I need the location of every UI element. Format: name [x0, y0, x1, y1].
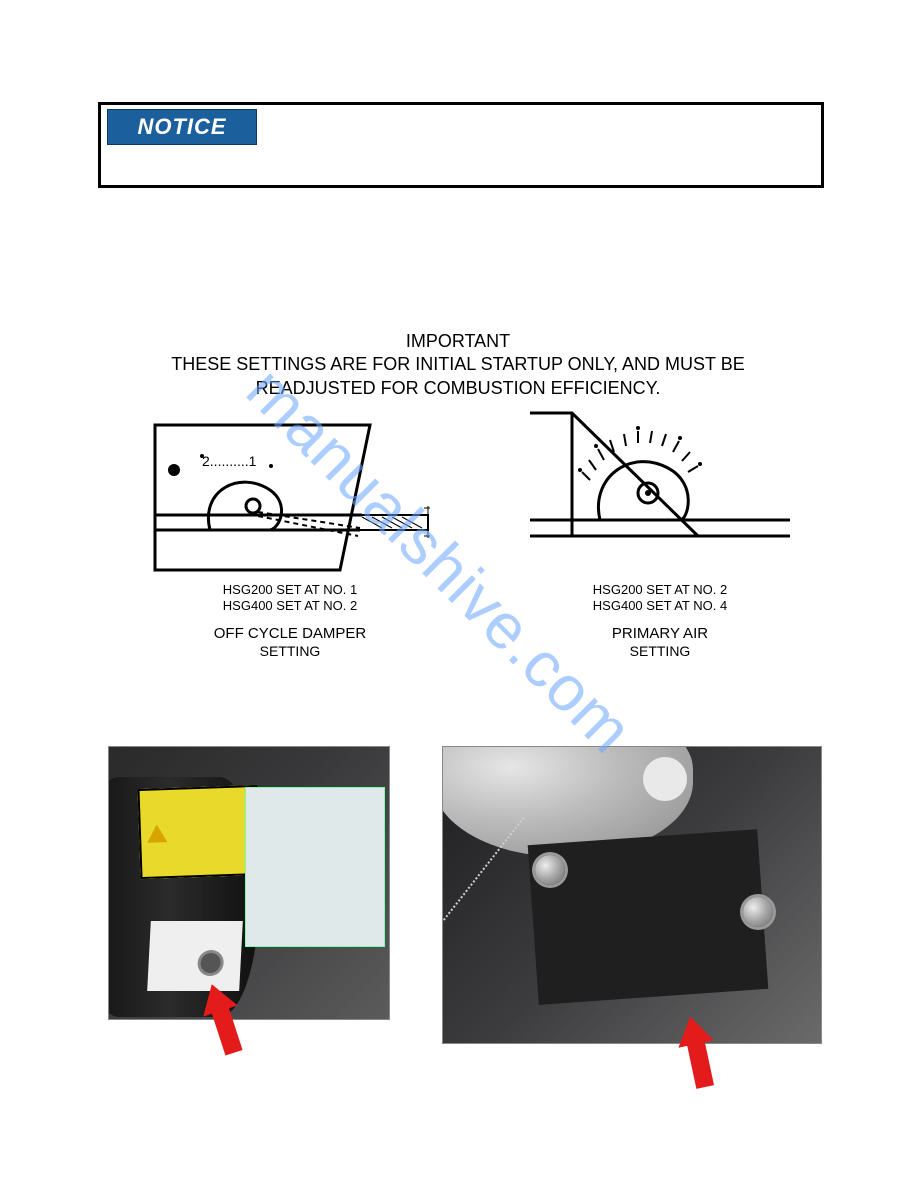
bolt-icon [743, 897, 773, 927]
right-title-line-1: PRIMARY AIR [540, 625, 780, 644]
important-line-2: READJUSTED FOR COMBUSTION EFFICIENCY. [98, 377, 818, 400]
left-set-line-1: HSG200 SET AT NO. 1 [170, 582, 410, 598]
right-title-line-2: SETTING [540, 643, 780, 661]
right-set-line-1: HSG200 SET AT NO. 2 [540, 582, 780, 598]
right-set-line-2: HSG400 SET AT NO. 4 [540, 598, 780, 614]
primary-air-diagram [530, 408, 790, 608]
important-line-1: THESE SETTINGS ARE FOR INITIAL STARTUP O… [98, 353, 818, 376]
rating-sticker [245, 787, 385, 947]
notice-callout-box: NOTICE [98, 102, 824, 188]
document-page: NOTICE IMPORTANT THESE SETTINGS ARE FOR … [0, 0, 918, 1188]
damper-marks-label: 2..........1 [202, 453, 257, 469]
left-photo [108, 746, 390, 1020]
ceramic-knob [643, 757, 687, 801]
left-title-line-2: SETTING [170, 643, 410, 661]
warning-label [137, 785, 260, 879]
right-photo [442, 746, 822, 1044]
important-title: IMPORTANT [98, 330, 818, 353]
right-diagram-caption: HSG200 SET AT NO. 2 HSG400 SET AT NO. 4 … [540, 582, 780, 661]
left-diagram-caption: HSG200 SET AT NO. 1 HSG400 SET AT NO. 2 … [170, 582, 410, 661]
left-set-line-2: HSG400 SET AT NO. 2 [170, 598, 410, 614]
important-text-block: IMPORTANT THESE SETTINGS ARE FOR INITIAL… [98, 330, 818, 400]
left-title-line-1: OFF CYCLE DAMPER [170, 625, 410, 644]
notice-badge: NOTICE [107, 109, 257, 145]
